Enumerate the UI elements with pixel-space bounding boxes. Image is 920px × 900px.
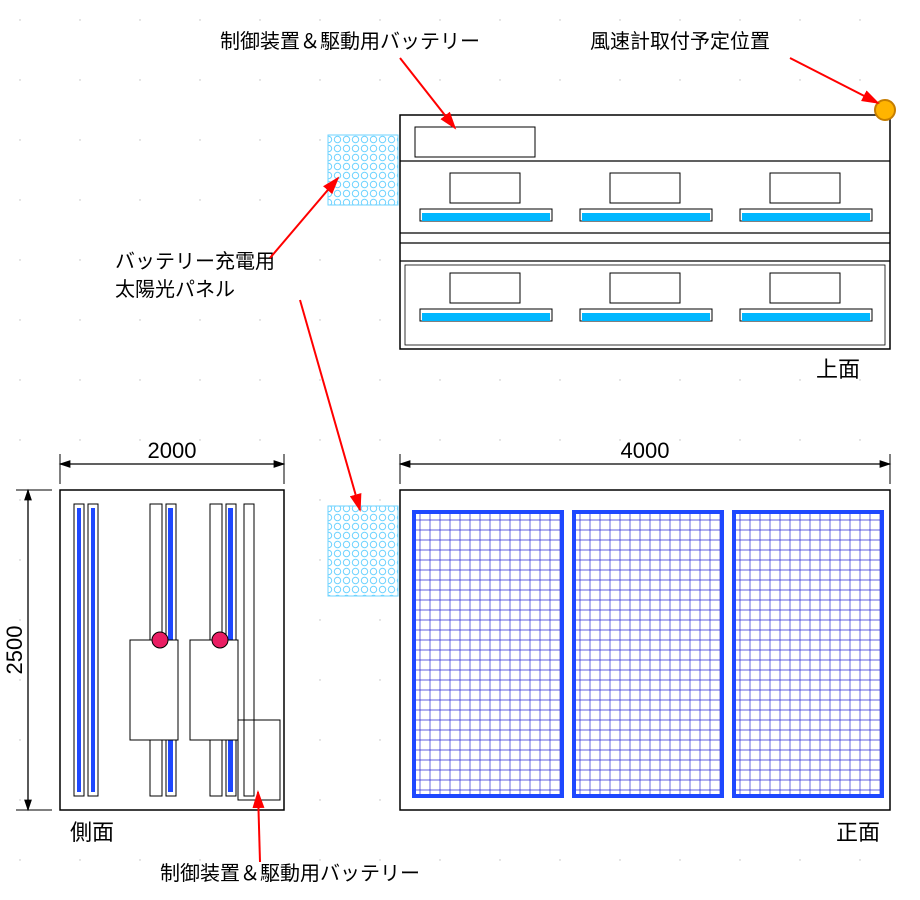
svg-text:上面: 上面 <box>816 357 860 382</box>
svg-text:2500: 2500 <box>2 626 27 675</box>
svg-text:風速計取付予定位置: 風速計取付予定位置 <box>590 30 770 53</box>
svg-text:制御装置＆駆動用バッテリー: 制御装置＆駆動用バッテリー <box>220 30 480 53</box>
svg-text:バッテリー充電用: バッテリー充電用 <box>115 250 275 273</box>
svg-text:太陽光パネル: 太陽光パネル <box>115 278 235 301</box>
engineering-drawing: 上面20002500側面4000正面制御装置＆駆動用バッテリー風速計取付予定位置… <box>0 0 920 900</box>
svg-text:2000: 2000 <box>148 438 197 463</box>
svg-text:側面: 側面 <box>70 820 114 845</box>
svg-text:4000: 4000 <box>621 438 670 463</box>
svg-text:正面: 正面 <box>836 820 880 845</box>
svg-text:制御装置＆駆動用バッテリー: 制御装置＆駆動用バッテリー <box>160 862 420 885</box>
